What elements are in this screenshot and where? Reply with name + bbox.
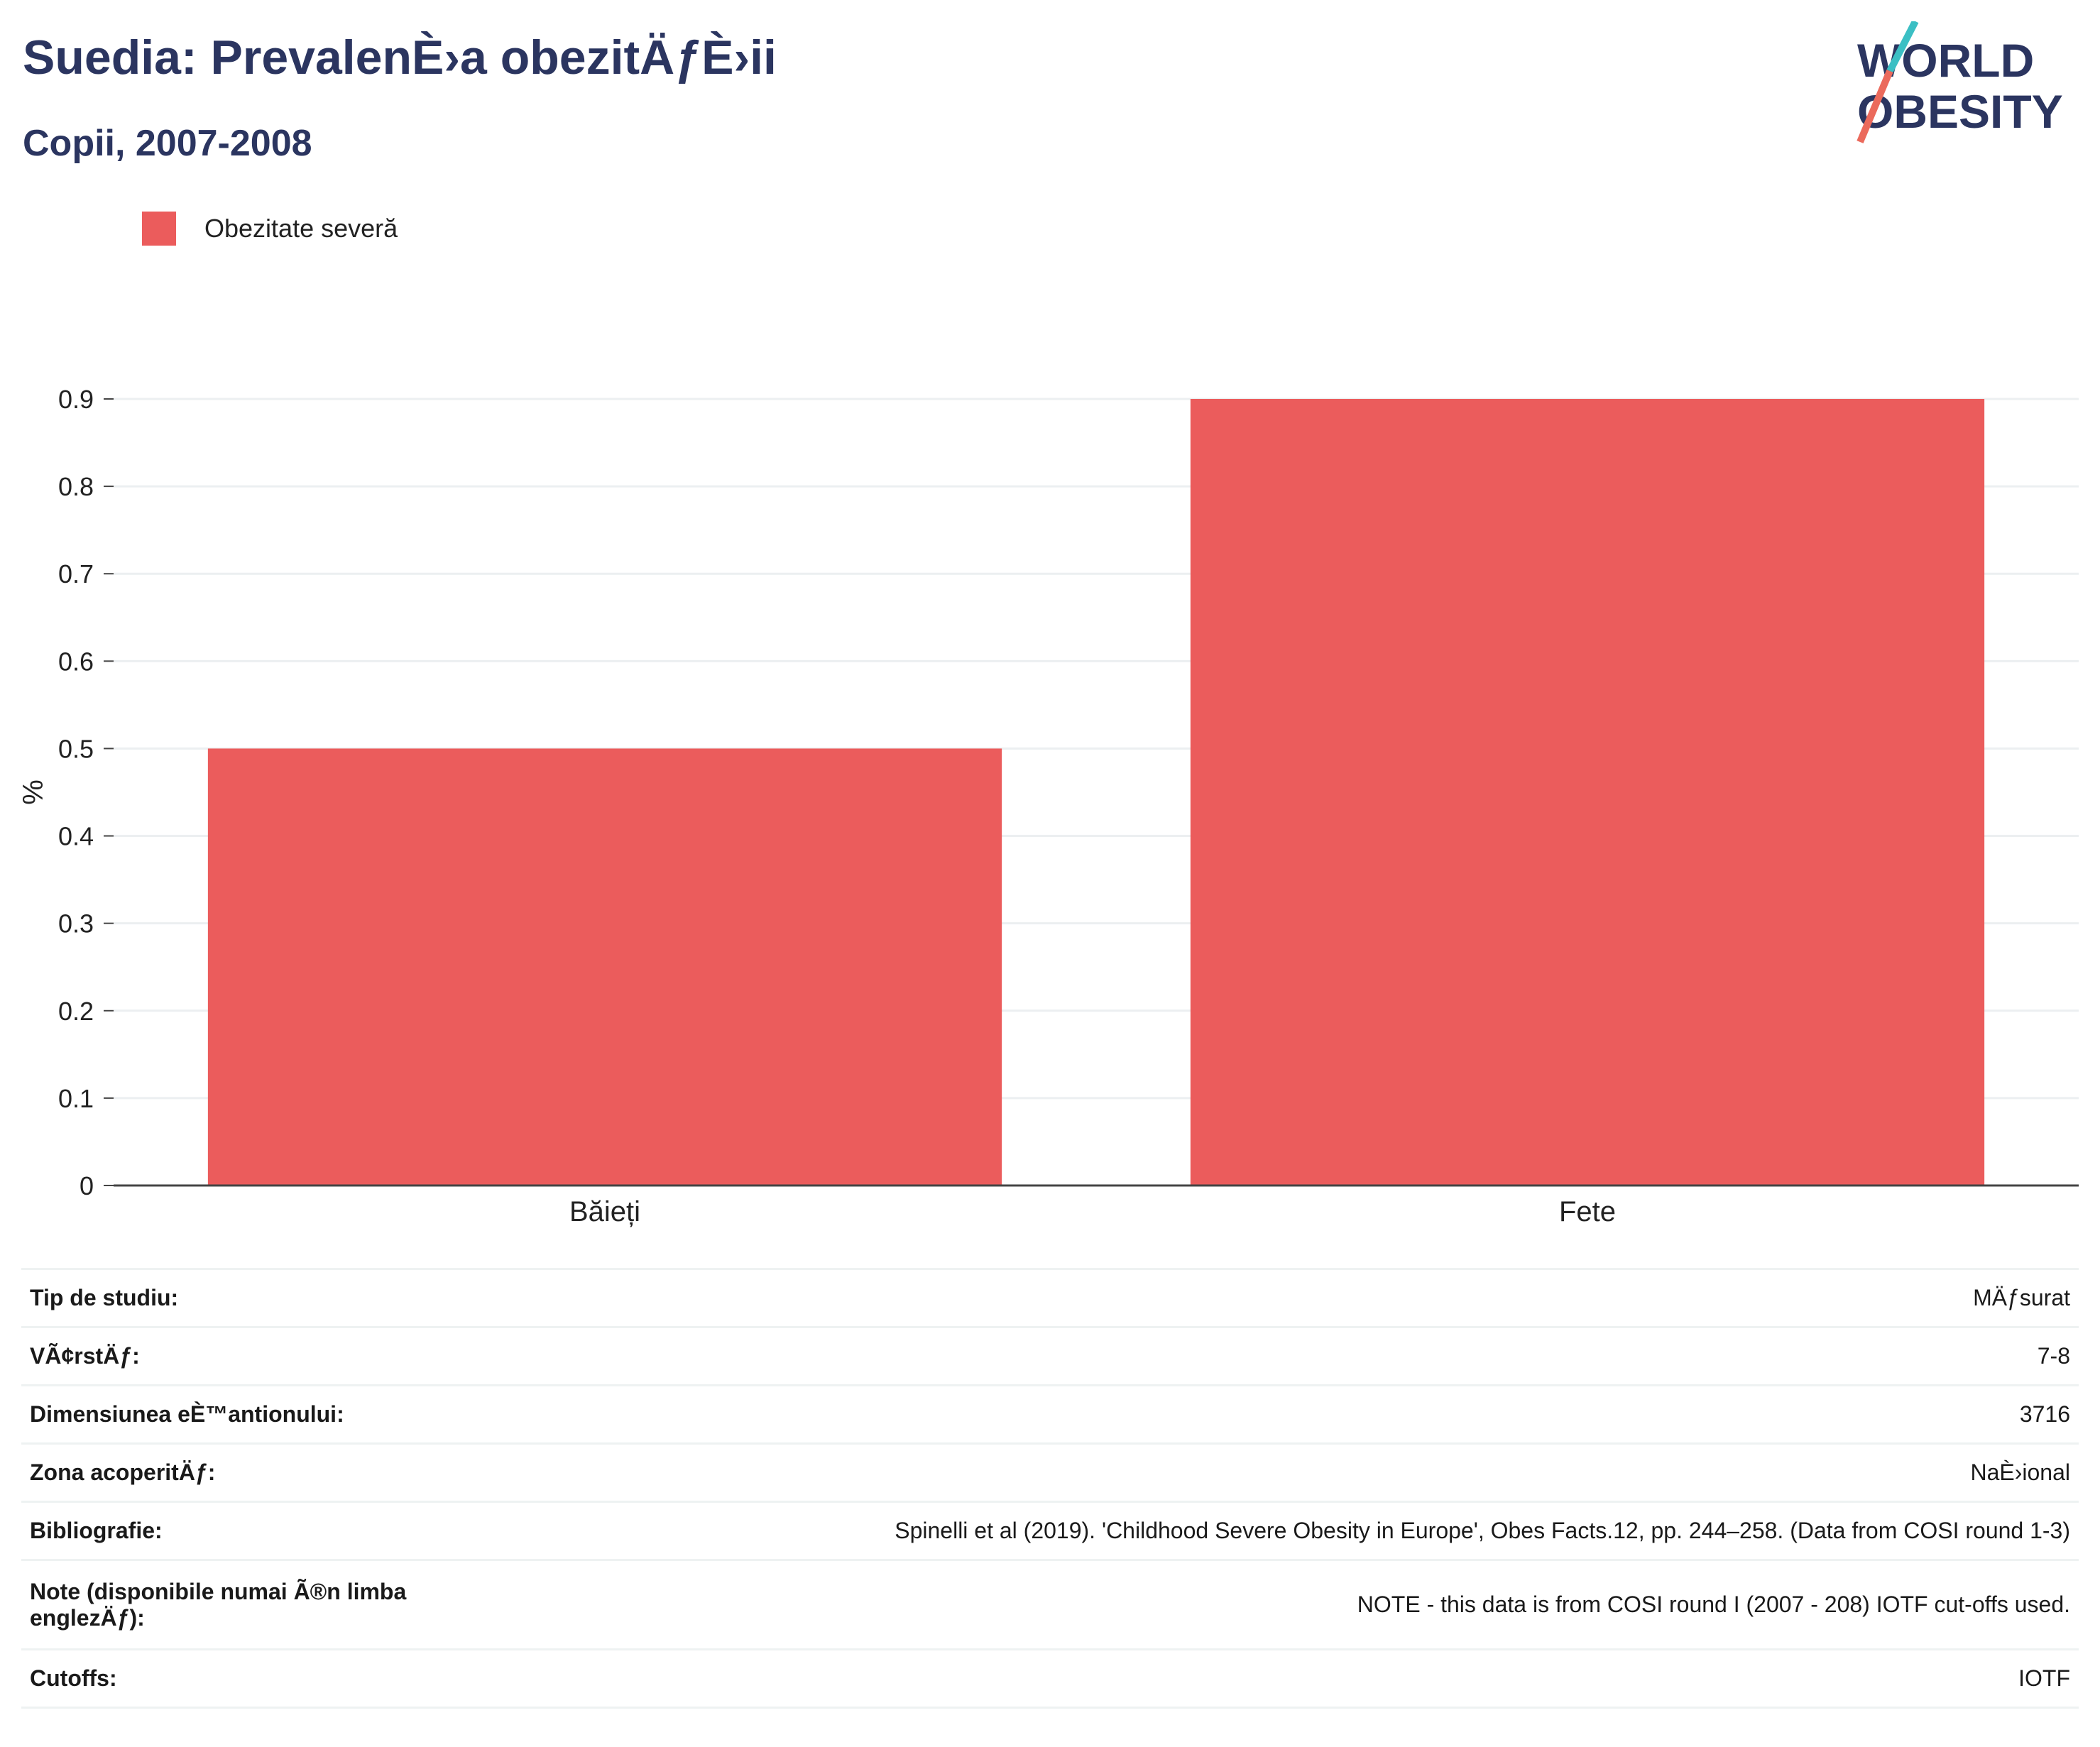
- legend-label: Obezitate severă: [204, 214, 398, 243]
- info-key: Note (disponibile numai Ã®n limba englez…: [21, 1559, 493, 1650]
- x-category-labels: Băieți Fete: [569, 1196, 1616, 1227]
- bar-fete[interactable]: [1190, 399, 1985, 1185]
- info-value: NOTE - this data is from COSI round I (2…: [493, 1559, 2079, 1650]
- info-value: Spinelli et al (2019). 'Childhood Severe…: [493, 1501, 2079, 1560]
- bar-baieti[interactable]: [207, 748, 1002, 1185]
- x-category-label: Băieți: [569, 1196, 640, 1227]
- info-key: Tip de studiu:: [21, 1268, 493, 1327]
- y-tick-label: 0.5: [58, 734, 94, 763]
- info-row: Note (disponibile numai Ã®n limba englez…: [21, 1559, 2079, 1650]
- info-value: NaÈ›ional: [493, 1442, 2079, 1502]
- y-tick-label: 0.6: [58, 647, 94, 676]
- legend-swatch: [142, 212, 176, 246]
- info-key: Bibliografie:: [21, 1501, 493, 1560]
- chart-title: Suedia: PrevalenÈ›a obezitÄƒÈ›ii: [23, 31, 777, 84]
- info-row: Tip de studiu: MÄƒsurat: [21, 1268, 2079, 1327]
- chart-subtitle: Copii, 2007-2008: [23, 123, 312, 164]
- info-value: 7-8: [493, 1326, 2079, 1386]
- world-obesity-logo: WORLD OBESITY: [1856, 21, 2063, 143]
- info-row: Dimensiunea eÈ™antionului: 3716: [21, 1384, 2079, 1444]
- y-tick-label: 0.1: [58, 1084, 94, 1113]
- info-row: Zona acoperitÄƒ: NaÈ›ional: [21, 1442, 2079, 1502]
- info-value: 3716: [493, 1384, 2079, 1444]
- y-tick-label: 0.9: [58, 385, 94, 414]
- info-row: Cutoffs: IOTF: [21, 1648, 2079, 1709]
- info-key: Zona acoperitÄƒ:: [21, 1442, 493, 1502]
- y-tick-label: 0.3: [58, 909, 94, 938]
- bar-chart: 00.10.20.30.40.50.60.70.80.9 Băieți Fete …: [18, 385, 2079, 1227]
- y-tick-label: 0.8: [58, 472, 94, 501]
- y-tick-labels: 0 0.1 0.2 0.3 0.4 0.5 0.6 0.7 0.8 0.9: [58, 385, 114, 1200]
- info-key: VÃ¢rstÄƒ:: [21, 1326, 493, 1386]
- y-tick-label: 0.2: [58, 997, 94, 1026]
- y-tick-label: 0.7: [58, 559, 94, 588]
- info-table: Tip de studiu: MÄƒsurat VÃ¢rstÄƒ: 7-8 Dimens…: [21, 1268, 2079, 1709]
- info-key: Cutoffs:: [21, 1648, 493, 1709]
- svg-text:OBESITY: OBESITY: [1857, 85, 2063, 138]
- y-tick-label: 0: [80, 1171, 94, 1200]
- bars: [207, 399, 1985, 1185]
- y-axis-title: %: [18, 779, 49, 805]
- info-value: IOTF: [493, 1648, 2079, 1709]
- x-category-label: Fete: [1559, 1196, 1616, 1227]
- info-value: MÄƒsurat: [493, 1268, 2079, 1327]
- legend[interactable]: Obezitate severă: [142, 212, 398, 246]
- info-row: VÃ¢rstÄƒ: 7-8: [21, 1326, 2079, 1386]
- info-key: Dimensiunea eÈ™antionului:: [21, 1384, 493, 1444]
- y-tick-label: 0.4: [58, 822, 94, 851]
- info-row: Bibliografie: Spinelli et al (2019). 'Chi…: [21, 1501, 2079, 1560]
